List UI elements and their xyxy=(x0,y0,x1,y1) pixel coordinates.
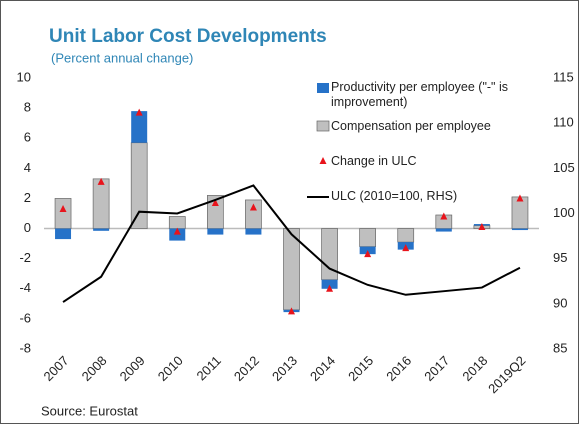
legend-swatch xyxy=(317,83,329,93)
ulc-marker xyxy=(440,212,448,220)
x-tick-label: 2013 xyxy=(269,353,300,384)
y2-tick-label: 105 xyxy=(553,160,575,175)
y-tick-label: -6 xyxy=(19,310,31,325)
legend-text: Compensation per employee xyxy=(331,119,491,133)
x-tick-label: 2009 xyxy=(117,353,148,384)
ulc-line xyxy=(62,184,521,303)
bar xyxy=(207,228,224,235)
ulc-marker xyxy=(364,250,372,258)
y-tick-label: 0 xyxy=(24,220,31,235)
x-tick-label: 2016 xyxy=(383,353,414,384)
bar xyxy=(130,142,148,229)
y-tick-label: -2 xyxy=(19,250,31,265)
bar xyxy=(359,228,376,247)
x-tick-label: 2014 xyxy=(307,353,338,384)
x-tick-label: 2018 xyxy=(459,353,490,384)
bar xyxy=(397,228,415,243)
y-tick-label: -8 xyxy=(19,340,31,355)
ulc-marker xyxy=(478,223,486,231)
x-tick-label: 2017 xyxy=(421,353,452,384)
bar xyxy=(511,196,529,229)
bar xyxy=(168,216,186,229)
bar xyxy=(435,228,452,232)
bar xyxy=(131,111,148,143)
bar xyxy=(283,228,300,311)
legend-swatch xyxy=(319,157,327,164)
ulc-marker xyxy=(402,244,410,252)
y-tick-label: -4 xyxy=(19,280,31,295)
legend-text: ULC (2010=100, RHS) xyxy=(331,189,458,203)
ulc-marker xyxy=(326,284,334,292)
x-tick-label: 2010 xyxy=(155,353,186,384)
ulc-marker xyxy=(288,307,295,315)
y-tick-label: 4 xyxy=(24,160,31,175)
legend-swatch xyxy=(316,120,330,132)
x-tick-label: 2019Q2 xyxy=(485,353,528,396)
bar xyxy=(93,228,110,231)
chart-title: Unit Labor Cost Developments xyxy=(49,26,327,47)
y2-tick-label: 110 xyxy=(553,115,574,130)
ulc-marker xyxy=(211,198,219,206)
x-tick-label: 2007 xyxy=(41,353,72,384)
ulc-marker xyxy=(516,194,524,202)
bar xyxy=(92,178,110,229)
source: Source: Eurostat xyxy=(41,403,138,418)
bar xyxy=(511,228,528,231)
bar xyxy=(245,228,262,235)
x-tick-label: 2008 xyxy=(79,353,110,384)
y2-tick-label: 115 xyxy=(553,69,574,84)
legend-text: Change in ULC xyxy=(331,154,417,168)
ulc-marker xyxy=(135,108,143,116)
y-tick-label: 8 xyxy=(24,100,31,115)
ulc-marker xyxy=(97,177,105,185)
bar xyxy=(54,198,72,229)
y2-tick-label: 90 xyxy=(553,295,567,310)
ulc-marker xyxy=(59,204,67,212)
y2-tick-label: 95 xyxy=(553,250,567,265)
bar xyxy=(55,228,72,240)
legend-text: Productivity per employee ("-" is improv… xyxy=(331,80,508,109)
x-tick-label: 2011 xyxy=(194,353,224,383)
x-tick-label: 2015 xyxy=(345,353,376,384)
y-tick-label: 6 xyxy=(24,130,31,145)
y-tick-label: 2 xyxy=(24,190,31,205)
y-tick-label: 10 xyxy=(17,69,31,84)
y2-tick-label: 100 xyxy=(553,205,575,220)
ulc-marker xyxy=(249,203,257,211)
bar xyxy=(321,279,338,289)
x-tick-label: 2012 xyxy=(231,353,262,384)
bar xyxy=(169,228,186,241)
ulc-marker xyxy=(173,227,181,235)
y2-tick-label: 85 xyxy=(553,340,567,355)
chart-subtitle: (Percent annual change) xyxy=(51,50,193,65)
